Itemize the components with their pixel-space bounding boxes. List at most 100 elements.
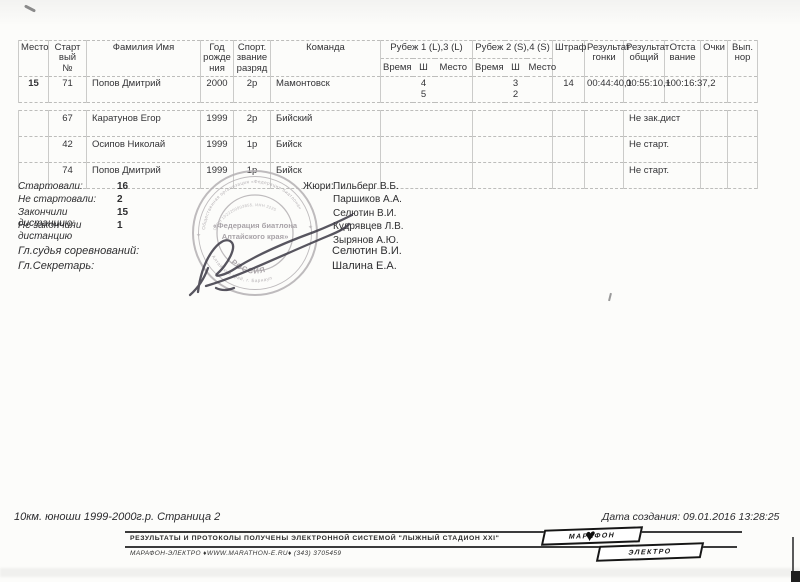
cell-bib: 71 (48, 76, 87, 104)
scan-shadow-band (0, 568, 800, 577)
cell-lap1-time (380, 76, 413, 104)
header-lap2-place: Место (526, 57, 556, 78)
cell-lap2 (472, 110, 553, 137)
footer-rule-top (125, 531, 742, 533)
cell-total-result: 00:55:10,1 (623, 76, 671, 104)
cell-lap1-place (434, 76, 474, 104)
page-info: 10км. юноши 1999-2000г.р. Страница 2 (14, 511, 221, 523)
cell-lap2-place (526, 76, 554, 104)
header-bib: Старт вый № (48, 39, 87, 78)
cell-lap1 (380, 136, 473, 163)
chief-secretary-name: Шалина Е.А. (332, 260, 397, 272)
header-race-result: Результат гонки (584, 39, 630, 78)
results-table: Место Старт вый № Фамилия Имя Год рожде … (18, 39, 759, 104)
stat-line: Не стартовали: 2 (18, 194, 128, 207)
chief-judge-name: Селютин В.И. (332, 245, 402, 257)
cell-race-result (584, 110, 624, 137)
jury-names: Пильберг В.Б. Паршиков А.А. Селютин В.И.… (333, 181, 404, 248)
stat-label: Не стартовали: (18, 194, 97, 205)
stamp-center-line1: «Федерация биатлона (213, 221, 298, 230)
header-rank: Спорт. звание разряд (233, 39, 271, 78)
dnf-row: 42 Осипов Николай 1999 1р Бийск Не старт… (18, 136, 758, 163)
jury-member: Кудрявцев Л.В. (333, 221, 404, 233)
cell-team: Бийск (270, 136, 381, 163)
chief-judge-label: Гл.судья соревнований: (18, 245, 140, 257)
officials-block: Гл.судья соревнований: Селютин В.И. Гл.С… (18, 245, 448, 275)
dnf-row: 74 Попов Дмитрий 1999 1р Бийск Не старт. (18, 162, 758, 189)
scan-edge-line (792, 537, 794, 582)
cell-lap2 (472, 162, 553, 189)
stat-value: 2 (117, 194, 123, 205)
chief-secretary-label: Гл.Секретарь: (18, 260, 95, 272)
jury-member: Селютин В.И. (333, 207, 397, 219)
cell-norm (727, 110, 758, 137)
cell-bib: 42 (48, 136, 87, 163)
cell-rank: 2р (233, 110, 271, 137)
cell-bib: 67 (48, 110, 87, 137)
stat-label: Стартовали: (18, 181, 83, 192)
stat-value: 15 (117, 207, 129, 218)
cell-year: 1999 (200, 110, 234, 137)
cell-lap1 (380, 162, 473, 189)
cell-points (700, 162, 728, 189)
cell-norm (727, 136, 758, 163)
logo-bottom-text: ЭЛЕКТРО (627, 547, 673, 557)
cell-lap2-shots: 3 2 (504, 76, 527, 104)
cell-name: Осипов Николай (86, 136, 201, 163)
cell-rank: 1р (233, 136, 271, 163)
header-name: Фамилия Имя (86, 39, 201, 78)
cell-rank: 2р (233, 76, 271, 104)
cell-gap: +00:16:37,2 (664, 76, 715, 104)
svg-text:✦: ✦ (308, 224, 313, 231)
cell-name: Попов Дмитрий (86, 76, 201, 104)
stat-label: Закончили дистанцию: (18, 207, 75, 229)
stat-value: 1 (117, 220, 123, 231)
cell-race-result (584, 162, 624, 189)
stat-value: 16 (117, 181, 129, 192)
cell-norm (727, 162, 758, 189)
cell-race-result: 00:44:40,1 (584, 76, 632, 104)
cell-lap1 (380, 110, 473, 137)
marathon-electro-logo: МАРАФОН ♥ ЭЛЕКТРО (540, 524, 705, 566)
header-lap2-group: Рубеж 2 (S),4 (S) (472, 40, 554, 59)
cell-lap2-time (472, 76, 505, 104)
cell-name: Каратунов Егор (86, 110, 201, 137)
stamp-center-line2: Алтайского края» (222, 232, 289, 241)
scan-artifact-stray (608, 292, 612, 302)
dnf-table: 67 Каратунов Егор 1999 2р Бийский Не зак… (18, 110, 758, 189)
cell-place (18, 136, 49, 163)
header-gap: Отста вание (664, 39, 702, 78)
official-line: Гл.Секретарь: Шалина Е.А. (18, 260, 448, 275)
cell-points (700, 136, 728, 163)
creation-date: Дата создания: 09.01.2016 13:28:25 (602, 511, 780, 523)
header-lap1-shots: Ш (412, 57, 435, 78)
cell-year: 2000 (200, 76, 234, 104)
cell-team: Бийск (270, 162, 381, 189)
result-row: 15 71 Попов Дмитрий 2000 2р Мамонтовск 4… (18, 76, 759, 104)
cell-bib: 74 (48, 162, 87, 189)
logo-banner-top: МАРАФОН ♥ (540, 525, 644, 546)
cell-place (18, 162, 49, 189)
scan-corner-mark (791, 571, 800, 582)
footer-system-line: РЕЗУЛЬТАТЫ И ПРОТОКОЛЫ ПОЛУЧЕНЫ ЭЛЕКТРОН… (130, 535, 500, 542)
dnf-row: 67 Каратунов Егор 1999 2р Бийский Не зак… (18, 110, 758, 137)
stat-line: Стартовали: 16 (18, 181, 128, 194)
stat-line: Не закончили дистанцию 1 (18, 220, 128, 242)
header-lap1-time: Время (380, 57, 413, 78)
header-penalty: Штраф (552, 39, 586, 78)
cell-place: 15 (18, 76, 49, 104)
logo-banner-bottom: ЭЛЕКТРО (595, 542, 705, 562)
header-lap1-group: Рубеж 1 (L),3 (L) (379, 40, 474, 59)
cell-lap1-shots: 4 5 (412, 76, 435, 104)
cell-status: Не старт. (623, 136, 701, 163)
signature (188, 213, 354, 297)
cell-penalty (552, 136, 585, 163)
cell-points (700, 76, 729, 104)
heart-icon: ♥ (583, 525, 599, 546)
cell-lap2 (472, 136, 553, 163)
jury-label: Жюри: (303, 181, 334, 192)
header-points: Очки (700, 39, 729, 78)
cell-year: 1999 (200, 136, 234, 163)
header-year: Год рожде ния (200, 39, 234, 78)
